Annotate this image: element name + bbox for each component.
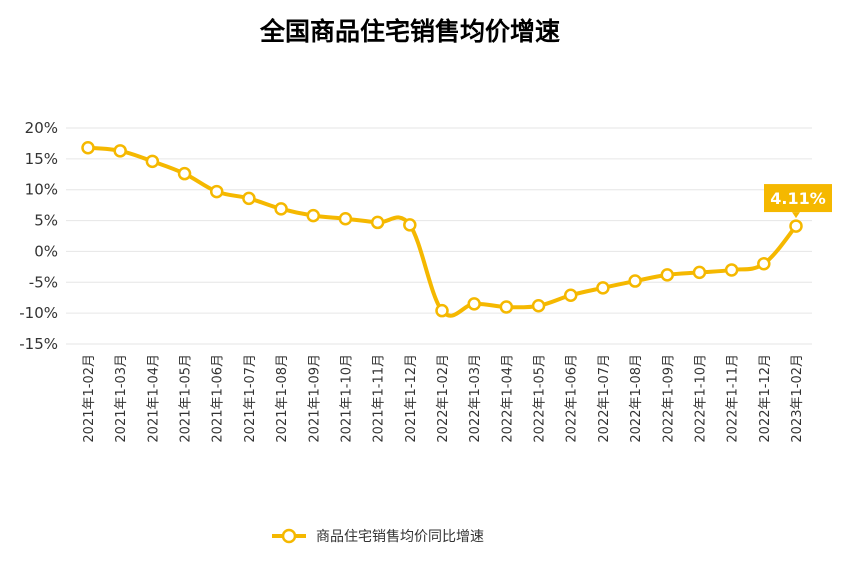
x-tick-label: 2022年1-12月: [758, 354, 773, 443]
data-point[interactable]: [113, 144, 127, 158]
x-tick-label: 2021年1-04月: [146, 354, 161, 443]
y-axis-ticks: 20% 15% 10% 5% 0% -5% -10% -15%: [19, 119, 58, 353]
x-tick-label: 2021年1-06月: [211, 354, 226, 443]
series-line: [86, 145, 798, 318]
x-tick-label: 2023年1-02月: [790, 354, 805, 443]
y-tick-label: 20%: [25, 119, 58, 137]
value-callout-pointer: [792, 212, 800, 219]
x-tick-label: 2021年1-03月: [114, 354, 129, 443]
x-tick-label: 2022年1-02月: [436, 354, 451, 443]
value-callout-label: 4.11%: [770, 189, 826, 208]
chart-title: 全国商品住宅销售均价增速: [259, 17, 560, 46]
y-tick-label: 0%: [34, 242, 58, 260]
x-tick-label: 2021年1-11月: [372, 354, 387, 443]
data-point[interactable]: [338, 211, 353, 226]
x-tick-label: 2022年1-11月: [726, 354, 741, 443]
y-tick-label: -5%: [29, 273, 58, 291]
data-point[interactable]: [596, 281, 610, 295]
grid-lines: [66, 127, 812, 345]
data-point[interactable]: [403, 218, 417, 232]
legend-label: 商品住宅销售均价同比增速: [316, 529, 484, 545]
data-point[interactable]: [435, 303, 449, 318]
annotation-layer: 4.11%: [764, 184, 832, 219]
y-tick-label: 15%: [25, 150, 58, 168]
x-tick-label: 2021年1-05月: [179, 354, 194, 443]
x-tick-label: 2021年1-02月: [82, 354, 97, 443]
y-tick-label: 10%: [25, 181, 58, 199]
data-point[interactable]: [177, 166, 192, 181]
y-tick-label: -15%: [19, 335, 58, 353]
x-tick-label: 2021年1-07月: [243, 354, 258, 443]
data-point[interactable]: [692, 265, 707, 280]
x-tick-label: 2021年1-09月: [307, 354, 322, 443]
data-point[interactable]: [789, 219, 803, 233]
x-tick-label: 2022年1-09月: [661, 354, 676, 443]
data-point[interactable]: [628, 274, 642, 288]
x-tick-label: 2021年1-08月: [275, 354, 290, 443]
legend-swatch-marker: [281, 528, 297, 544]
series-layer: [81, 140, 803, 318]
data-point[interactable]: [370, 215, 385, 230]
data-point[interactable]: [81, 140, 95, 155]
data-point[interactable]: [306, 208, 321, 223]
x-tick-label: 2022年1-04月: [500, 354, 515, 443]
data-point[interactable]: [242, 191, 256, 206]
x-tick-label: 2021年1-10月: [339, 354, 354, 443]
x-tick-label: 2022年1-08月: [629, 354, 644, 443]
x-tick-label: 2021年1-12月: [404, 354, 419, 443]
data-point[interactable]: [757, 257, 771, 271]
y-tick-label: 5%: [34, 212, 58, 230]
data-point[interactable]: [660, 268, 675, 282]
data-point[interactable]: [724, 263, 739, 277]
x-axis-ticks: 2021年1-02月 2021年1-03月 2021年1-04月 2021年1-05月…: [82, 354, 805, 443]
x-tick-label: 2022年1-06月: [565, 354, 580, 443]
data-point[interactable]: [563, 288, 578, 302]
y-tick-label: -10%: [19, 304, 58, 322]
x-tick-label: 2022年1-10月: [693, 354, 708, 443]
x-tick-label: 2022年1-03月: [468, 354, 483, 443]
x-tick-label: 2022年1-07月: [597, 354, 612, 443]
data-point[interactable]: [274, 202, 288, 216]
x-tick-label: 2022年1-05月: [533, 354, 548, 443]
legend[interactable]: 商品住宅销售均价同比增速: [272, 528, 484, 545]
data-point[interactable]: [145, 154, 160, 169]
value-callout-box: [764, 184, 832, 213]
data-point[interactable]: [467, 297, 481, 311]
data-point[interactable]: [499, 300, 514, 314]
data-point[interactable]: [209, 184, 224, 199]
data-point[interactable]: [531, 298, 546, 313]
